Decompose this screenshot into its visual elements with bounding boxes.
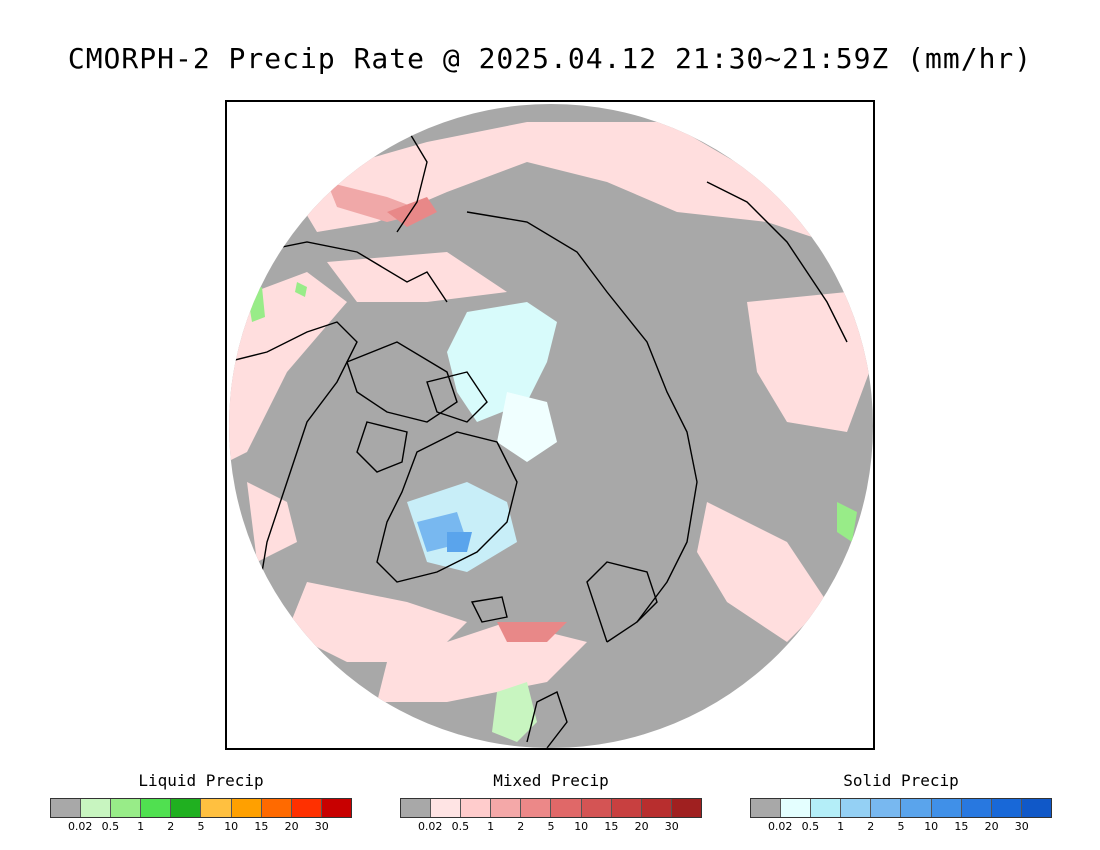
- polar-map: [229, 104, 873, 748]
- liquid-tick-label: 0.02: [67, 820, 93, 833]
- solid-tick-label: 20: [984, 820, 999, 833]
- liquid-swatch: [51, 799, 82, 817]
- legend-liquid-label: Liquid Precip: [138, 771, 264, 790]
- solid-swatch: [781, 799, 812, 817]
- precip-shading: [229, 122, 873, 742]
- liquid-tick-label: 15: [254, 820, 269, 833]
- legend-mixed-ticks: 0.02 0.5 1 2 5 10 15 20 30: [400, 820, 702, 834]
- liquid-tick-label: 2: [167, 820, 175, 833]
- liquid-swatch: [291, 799, 322, 817]
- mixed-swatch: [431, 799, 462, 817]
- liquid-tick-label: 20: [284, 820, 299, 833]
- solid-swatch: [841, 799, 872, 817]
- legend-solid-ticks: 0.02 0.5 1 2 5 10 15 20 30: [750, 820, 1052, 834]
- legend-solid-colorbar: [750, 798, 1052, 818]
- solid-tick-label: 1: [837, 820, 845, 833]
- mixed-tick-label: 15: [604, 820, 619, 833]
- mixed-swatch: [611, 799, 642, 817]
- mixed-tick-label: 0.02: [417, 820, 443, 833]
- map-title: CMORPH-2 Precip Rate @ 2025.04.12 21:30~…: [67, 42, 1033, 75]
- solid-swatch: [751, 799, 782, 817]
- mixed-tick-label: 30: [664, 820, 679, 833]
- mixed-swatch: [461, 799, 492, 817]
- liquid-tick-label: 30: [314, 820, 329, 833]
- liquid-tick-label: 10: [224, 820, 239, 833]
- legend-liquid-ticks: 0.02 0.5 1 2 5 10 15 20 30: [50, 820, 352, 834]
- solid-tick-label: 30: [1014, 820, 1029, 833]
- legend-mixed-colorbar: [400, 798, 702, 818]
- solid-swatch: [901, 799, 932, 817]
- solid-swatch: [1021, 799, 1051, 817]
- mixed-swatch: [581, 799, 612, 817]
- liquid-tick-label: 1: [137, 820, 145, 833]
- solid-tick-label: 0.02: [767, 820, 793, 833]
- liquid-swatch: [261, 799, 292, 817]
- mixed-tick-label: 2: [517, 820, 525, 833]
- coastline: [229, 111, 848, 748]
- liquid-swatch: [231, 799, 262, 817]
- mixed-swatch: [401, 799, 432, 817]
- solid-swatch: [961, 799, 992, 817]
- legend-mixed-label: Mixed Precip: [493, 771, 609, 790]
- legend-mixed: Mixed Precip 0.02 0.5 1 2 5 10 15 20 30: [400, 770, 702, 834]
- liquid-tick-label: 0.5: [101, 820, 120, 833]
- liquid-swatch: [111, 799, 142, 817]
- mixed-swatch: [641, 799, 672, 817]
- solid-tick-label: 5: [897, 820, 905, 833]
- mixed-swatch: [671, 799, 701, 817]
- legend-liquid: Liquid Precip 0.02 0.5 1 2 5 10 15 20 30: [50, 770, 352, 834]
- solid-tick-label: 2: [867, 820, 875, 833]
- liquid-swatch: [171, 799, 202, 817]
- solid-swatch: [991, 799, 1022, 817]
- legend-liquid-colorbar: [50, 798, 352, 818]
- solid-swatch: [811, 799, 842, 817]
- mixed-tick-label: 20: [634, 820, 649, 833]
- solid-tick-label: 15: [954, 820, 969, 833]
- mixed-tick-label: 5: [547, 820, 555, 833]
- liquid-swatch: [81, 799, 112, 817]
- liquid-swatch: [141, 799, 172, 817]
- legend-solid-label: Solid Precip: [843, 771, 959, 790]
- mixed-swatch: [491, 799, 522, 817]
- map-frame: [225, 100, 875, 750]
- mixed-tick-label: 1: [487, 820, 495, 833]
- solid-swatch: [871, 799, 902, 817]
- mixed-tick-label: 10: [574, 820, 589, 833]
- liquid-swatch: [201, 799, 232, 817]
- mixed-tick-label: 0.5: [451, 820, 470, 833]
- liquid-swatch: [321, 799, 351, 817]
- liquid-tick-label: 5: [197, 820, 205, 833]
- mixed-swatch: [521, 799, 552, 817]
- solid-tick-label: 10: [924, 820, 939, 833]
- solid-tick-label: 0.5: [801, 820, 820, 833]
- legend-solid: Solid Precip 0.02 0.5 1 2 5 10 15 20 30: [750, 770, 1052, 834]
- solid-swatch: [931, 799, 962, 817]
- mixed-swatch: [551, 799, 582, 817]
